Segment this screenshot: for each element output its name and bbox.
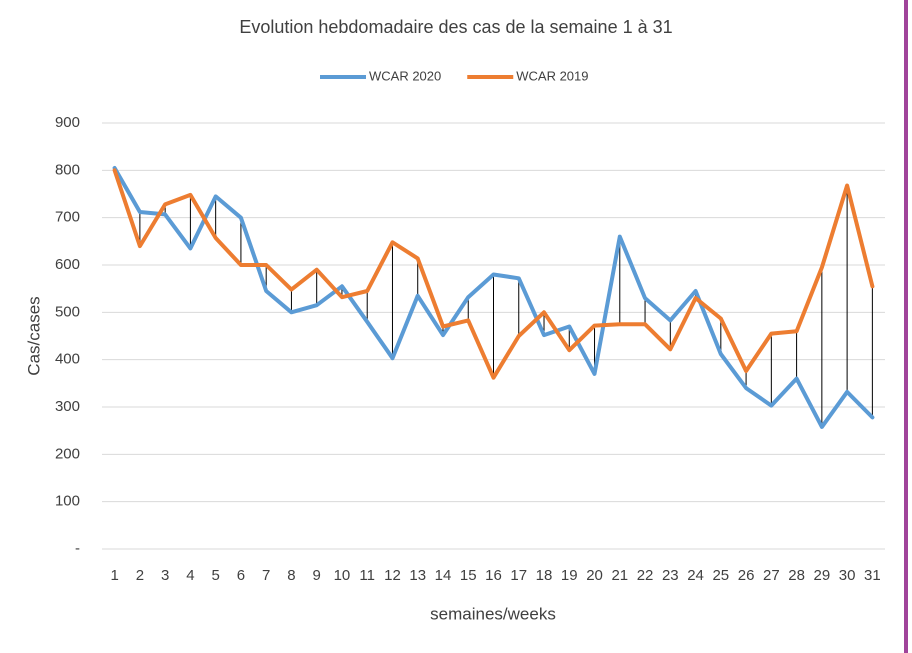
x-tick-label: 1 bbox=[110, 567, 118, 584]
x-tick-label: 28 bbox=[788, 567, 805, 584]
x-tick-label: 5 bbox=[211, 567, 219, 584]
x-axis-label: semaines/weeks bbox=[430, 604, 556, 623]
y-tick-label: 700 bbox=[55, 209, 80, 226]
x-tick-label: 15 bbox=[460, 567, 477, 584]
x-tick-label: 21 bbox=[611, 567, 628, 584]
x-tick-label: 14 bbox=[435, 567, 452, 584]
y-tick-label: 300 bbox=[55, 398, 80, 415]
x-tick-label: 2 bbox=[136, 567, 144, 584]
y-tick-label: 100 bbox=[55, 493, 80, 510]
x-tick-label: 17 bbox=[510, 567, 527, 584]
x-tick-label: 24 bbox=[687, 567, 704, 584]
x-tick-label: 22 bbox=[637, 567, 654, 584]
x-tick-label: 9 bbox=[313, 567, 321, 584]
chart-title: Evolution hebdomadaire des cas de la sem… bbox=[239, 17, 672, 37]
y-tick-label: 200 bbox=[55, 445, 80, 462]
x-tick-label: 3 bbox=[161, 567, 169, 584]
x-tick-label: 29 bbox=[814, 567, 831, 584]
y-tick-label: 400 bbox=[55, 351, 80, 368]
legend-label: WCAR 2020 bbox=[369, 68, 441, 83]
x-tick-label: 6 bbox=[237, 567, 245, 584]
x-tick-label: 16 bbox=[485, 567, 502, 584]
series-line bbox=[112, 166, 875, 429]
x-tick-label: 23 bbox=[662, 567, 679, 584]
x-tick-label: 10 bbox=[334, 567, 351, 584]
x-tick-label: 31 bbox=[864, 567, 881, 584]
series-line bbox=[112, 168, 875, 380]
x-tick-label: 25 bbox=[712, 567, 729, 584]
x-tick-label: 27 bbox=[763, 567, 780, 584]
x-tick-label: 30 bbox=[839, 567, 856, 584]
x-tick-label: 20 bbox=[586, 567, 603, 584]
y-axis-label: Cas/cases bbox=[24, 296, 43, 375]
x-tick-label: 18 bbox=[536, 567, 553, 584]
y-tick-label: - bbox=[75, 540, 80, 557]
x-tick-label: 13 bbox=[409, 567, 426, 584]
x-tick-label: 4 bbox=[186, 567, 194, 584]
x-tick-label: 7 bbox=[262, 567, 270, 584]
y-tick-label: 500 bbox=[55, 303, 80, 320]
x-tick-label: 8 bbox=[287, 567, 295, 584]
x-tick-label: 12 bbox=[384, 567, 401, 584]
legend-label: WCAR 2019 bbox=[516, 68, 588, 83]
x-tick-label: 19 bbox=[561, 567, 578, 584]
x-tick-label: 26 bbox=[738, 567, 755, 584]
x-tick-label: 11 bbox=[359, 567, 375, 584]
y-tick-label: 600 bbox=[55, 256, 80, 273]
y-tick-label: 900 bbox=[55, 114, 80, 131]
y-tick-label: 800 bbox=[55, 161, 80, 178]
